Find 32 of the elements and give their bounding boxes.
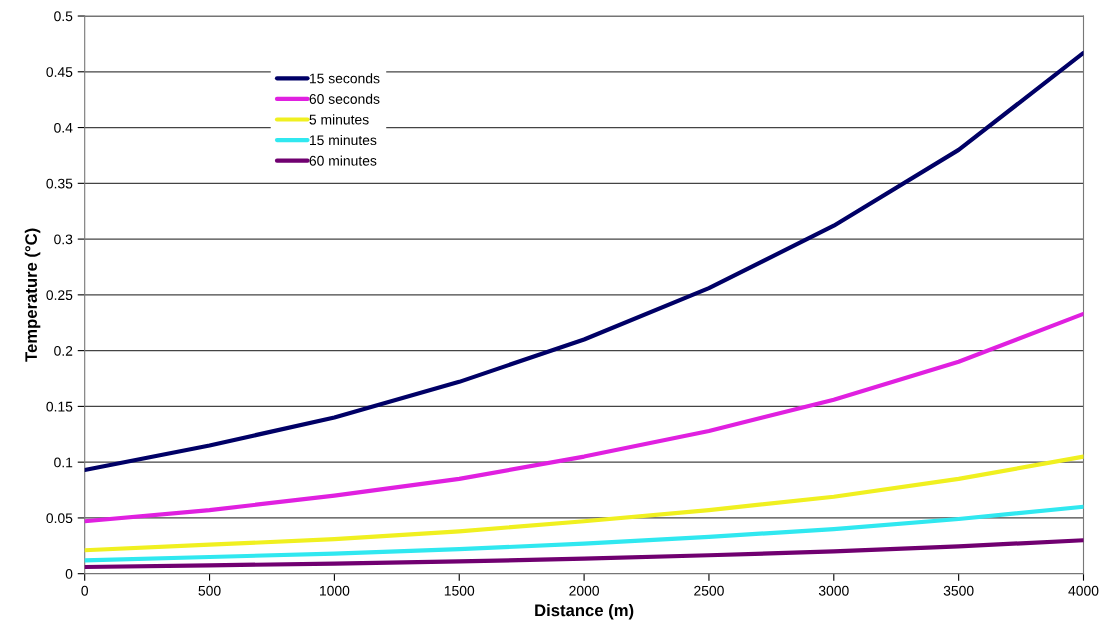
x-tick-label: 500 [198, 585, 221, 596]
x-axis-title: Distance (m) [535, 604, 634, 620]
y-axis-title: Temperature (°C) [24, 228, 41, 362]
y-tick-label: 0.15 [46, 401, 73, 412]
x-tick-label: 3500 [943, 585, 974, 596]
y-tick-label: 0.3 [54, 234, 73, 245]
line-series [84, 311, 1084, 524]
x-tick-label: 1500 [444, 585, 475, 596]
y-tick-label: 0.45 [46, 67, 73, 77]
x-tick-label: 2000 [569, 585, 600, 596]
line-series [84, 50, 1084, 473]
y-tick-label: 0.5 [54, 11, 73, 22]
x-tick-label: 4000 [1068, 585, 1099, 596]
x-tick-label: 0 [81, 585, 89, 596]
line-series [84, 538, 1084, 570]
y-tick-label: 0.1 [54, 457, 73, 468]
y-tick-label: 0.2 [54, 345, 73, 356]
y-tick-label: 0 [65, 569, 73, 579]
legend-label: 60 minutes [309, 155, 377, 166]
legend-label: 5 minutes [309, 114, 369, 125]
legend-label: 15 minutes [309, 134, 377, 146]
x-tick-label: 2500 [694, 585, 724, 596]
x-tick-label: 1000 [320, 585, 350, 596]
line-series [84, 504, 1084, 563]
legend-label: 15 seconds [309, 73, 380, 84]
y-tick-label: 0.05 [46, 513, 73, 524]
line-series [84, 454, 1084, 553]
legend-label: 60 seconds [309, 93, 380, 104]
x-tick-label: 3000 [818, 585, 849, 596]
y-tick-label: 0.4 [54, 122, 73, 133]
y-tick-label: 0.25 [46, 290, 73, 301]
y-tick-label: 0.35 [46, 178, 73, 189]
